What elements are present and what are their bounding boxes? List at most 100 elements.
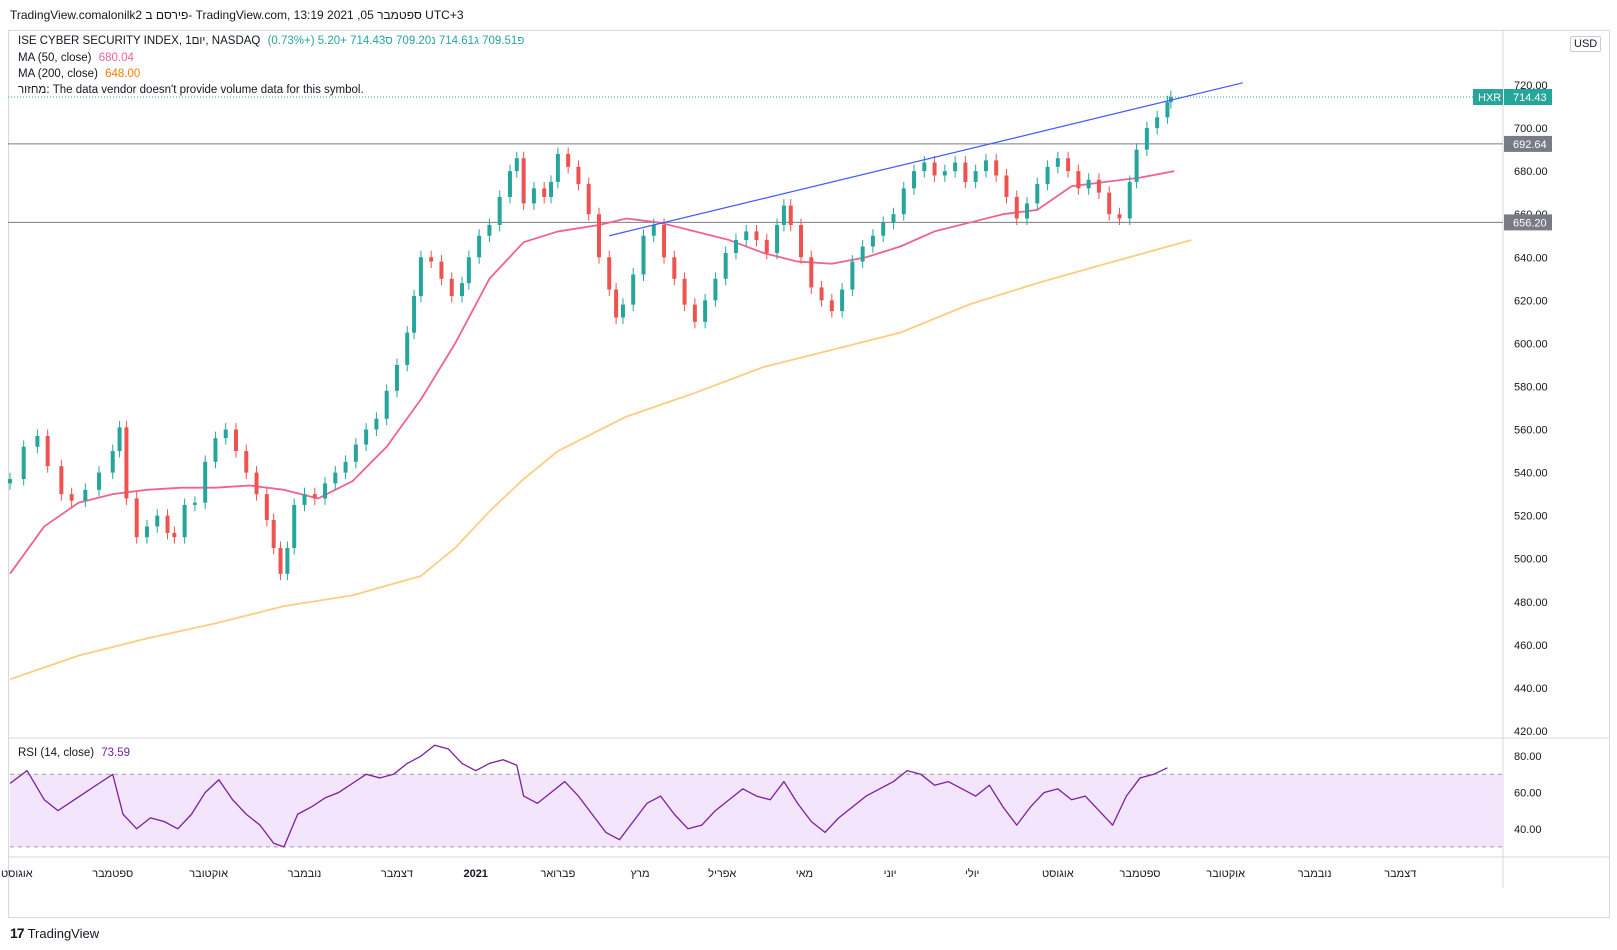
currency-button[interactable]: USD (1570, 36, 1602, 52)
candle-body (607, 257, 612, 290)
candle-body (799, 224, 804, 258)
price-tick-label: 520.00 (1514, 511, 1548, 523)
rsi-legend[interactable]: RSI (14, close) 73.59 (18, 747, 130, 759)
candle-body (35, 435, 40, 447)
candle-body (477, 235, 482, 258)
price-tick-label: 580.00 (1514, 381, 1548, 393)
time-axis-label: דצמבר (381, 868, 413, 880)
time-axis-label: יוני (884, 868, 897, 880)
time-axis-label: מרץ (631, 868, 650, 880)
ma50-label: MA (50, close) (18, 52, 92, 64)
candle-body (117, 427, 122, 452)
candle-body (1096, 179, 1101, 193)
candle-body (271, 519, 276, 548)
candle-body (631, 274, 636, 305)
ohlc-values: פ709.51 ג714.61 נ709.20 ס714.43 +5.20 (+… (267, 35, 525, 47)
ma50-legend[interactable]: MA (50, close) 680.04 (18, 52, 134, 64)
ma50-value: 680.04 (98, 52, 134, 64)
candle-body (521, 158, 526, 204)
candle-body (973, 171, 978, 182)
candle-body (1076, 171, 1081, 189)
rsi-band-fill (10, 774, 1503, 847)
candle-body (8, 479, 12, 484)
candle-body (213, 438, 218, 462)
price-tick-label: 540.00 (1514, 468, 1548, 480)
time-axis-label: פברואר (540, 868, 575, 880)
candle-body (641, 235, 646, 275)
candle-body (901, 188, 906, 215)
candle-body (278, 547, 283, 574)
resistance-price-tag: 692.64 (1513, 139, 1547, 151)
time-axis-label: נובמבר (288, 868, 322, 880)
ma200-legend[interactable]: MA (200, close) 648.00 (18, 68, 140, 80)
candle-body (809, 257, 814, 288)
candle-body (994, 160, 999, 176)
publish-watermark: TradingView.comalonilk2 פירסם ב- Trading… (10, 8, 464, 22)
candle-body (932, 162, 937, 176)
candle-body (829, 300, 834, 312)
last-price-tag: 714.43 (1513, 92, 1547, 104)
candle-body (662, 224, 667, 258)
candle-body (172, 532, 177, 538)
candle-body (412, 296, 417, 333)
candle-body (134, 498, 139, 538)
candle-body (983, 160, 988, 172)
support-price-tag-bg (1504, 214, 1552, 231)
tradingview-logo[interactable]: 17 TradingView (10, 925, 99, 941)
candle-body (124, 427, 129, 499)
candle-body (1004, 175, 1009, 197)
candle-body (285, 547, 290, 574)
symbol-name[interactable]: ISE CYBER SECURITY INDEX, 1יום, NASDAQ (18, 35, 261, 47)
candle-body (788, 205, 793, 225)
price-tick-label: 640.00 (1514, 252, 1548, 264)
candle-body (672, 257, 677, 279)
tradingview-logo-icon: 17 (10, 925, 25, 941)
candle-body (405, 332, 410, 365)
candle-body (223, 429, 228, 439)
rsi-tick-label: 80.00 (1514, 751, 1542, 763)
chart-frame (8, 30, 1610, 918)
time-axis-label: יולי (965, 867, 979, 880)
time-axis-label: נובמבר (1298, 868, 1332, 880)
candle-body (460, 283, 465, 297)
candle-body (59, 466, 64, 495)
candle-body (891, 214, 896, 223)
candle-body (343, 461, 348, 473)
candle-body (1155, 117, 1160, 129)
time-axis-label: אפריל (708, 867, 736, 880)
candle-body (576, 166, 581, 185)
candle-body (775, 224, 780, 253)
candle-body (555, 153, 560, 182)
candle-body (744, 231, 749, 241)
candle-body (97, 472, 102, 490)
candle-body (264, 494, 269, 520)
price-tick-label: 420.00 (1514, 726, 1548, 738)
candle-body (353, 444, 358, 462)
rsi-tick-label: 40.00 (1514, 824, 1542, 836)
candle-body (781, 205, 786, 225)
ma200-line (9, 239, 1192, 681)
ma200-value: 648.00 (105, 68, 141, 80)
candle-body (514, 158, 519, 172)
candle-body (682, 278, 687, 305)
candle-body (819, 287, 824, 301)
candle-body (912, 171, 917, 189)
candle-body (596, 214, 601, 258)
candle-body (192, 502, 197, 505)
symbol-tag: HXR (1478, 92, 1501, 104)
candle-body (1127, 181, 1132, 219)
candle-body (1035, 184, 1040, 204)
resistance-trendline (609, 82, 1243, 237)
candle-body (614, 289, 619, 318)
candle-body (394, 364, 399, 391)
time-axis-label: אוגוסט (1042, 868, 1074, 880)
candle-body (254, 472, 259, 495)
price-tick-label: 440.00 (1514, 683, 1548, 695)
candle-body (302, 494, 307, 505)
time-axis-label: ספטמבר (1120, 868, 1161, 880)
candle-body (312, 494, 317, 499)
candle-body (1107, 192, 1112, 215)
candle-body (1055, 158, 1060, 167)
candle-body (487, 224, 492, 236)
